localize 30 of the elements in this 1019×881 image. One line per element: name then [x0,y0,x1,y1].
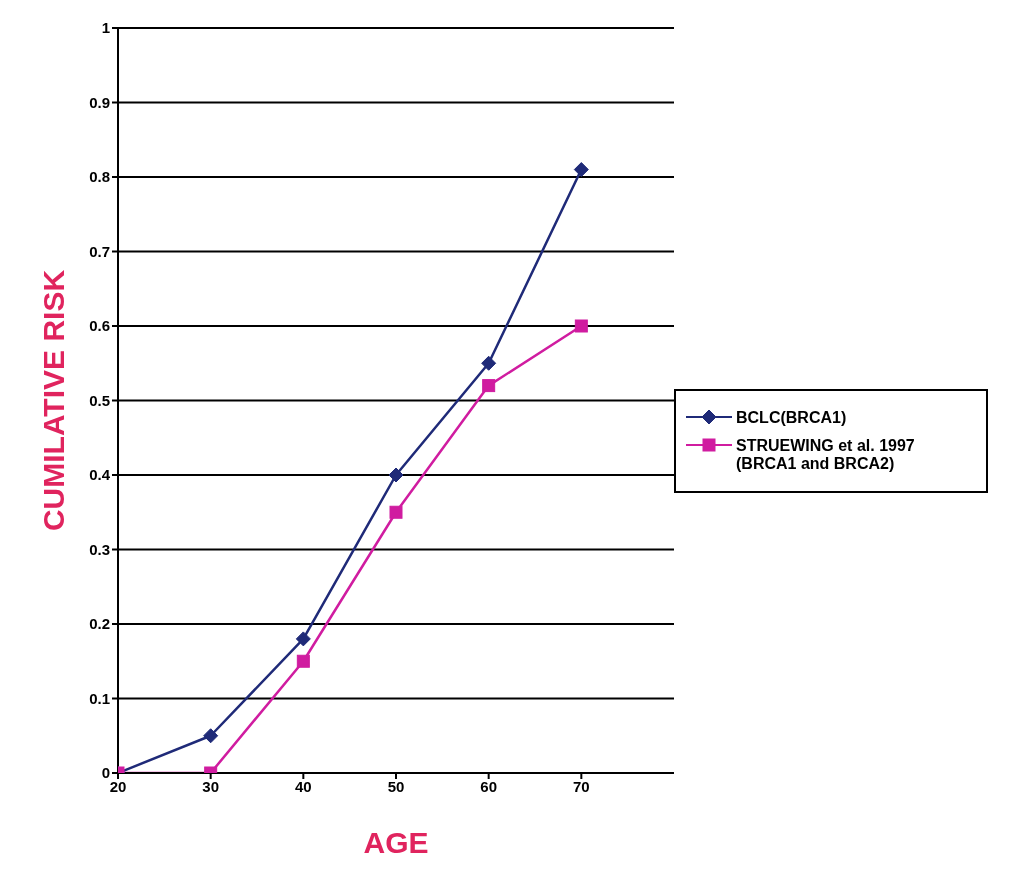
point [388,467,404,483]
x-tick-label: 20 [109,777,127,795]
point [295,631,311,647]
point [573,162,589,178]
y-tick-label: 0.6 [89,317,110,335]
legend-label: STRUEWING et al. 1997 (BRCA1 and BRCA2) [736,436,916,473]
x-tick-label: 30 [202,777,220,795]
y-tick-label: 0.7 [89,242,110,260]
point [203,728,219,744]
y-axis-title: CUMILATIVE RISK [36,269,70,532]
y-tick-label: 0.5 [89,391,110,409]
x-tick-label: 70 [572,777,590,795]
x-tick-label: 50 [387,777,405,795]
y-tick-label: 1 [101,19,110,37]
y-tick-label: 0.8 [89,168,110,186]
point [574,319,588,333]
point [389,505,403,519]
x-axis-title: AGE [363,826,429,859]
point [481,355,497,371]
y-tick-label: 0.2 [89,615,110,633]
y-tick-label: 0.9 [89,93,110,111]
y-tick-label: 0.4 [89,466,111,484]
point [482,379,496,393]
x-tick-label: 60 [480,777,498,795]
y-tick-label: 0.3 [89,540,110,558]
y-tick-label: 0.1 [89,689,110,707]
y-tick-label: 0 [101,764,110,782]
legend-label: BCLC(BRCA1) [736,408,847,427]
x-tick-label: 40 [294,777,312,795]
point [296,654,310,668]
